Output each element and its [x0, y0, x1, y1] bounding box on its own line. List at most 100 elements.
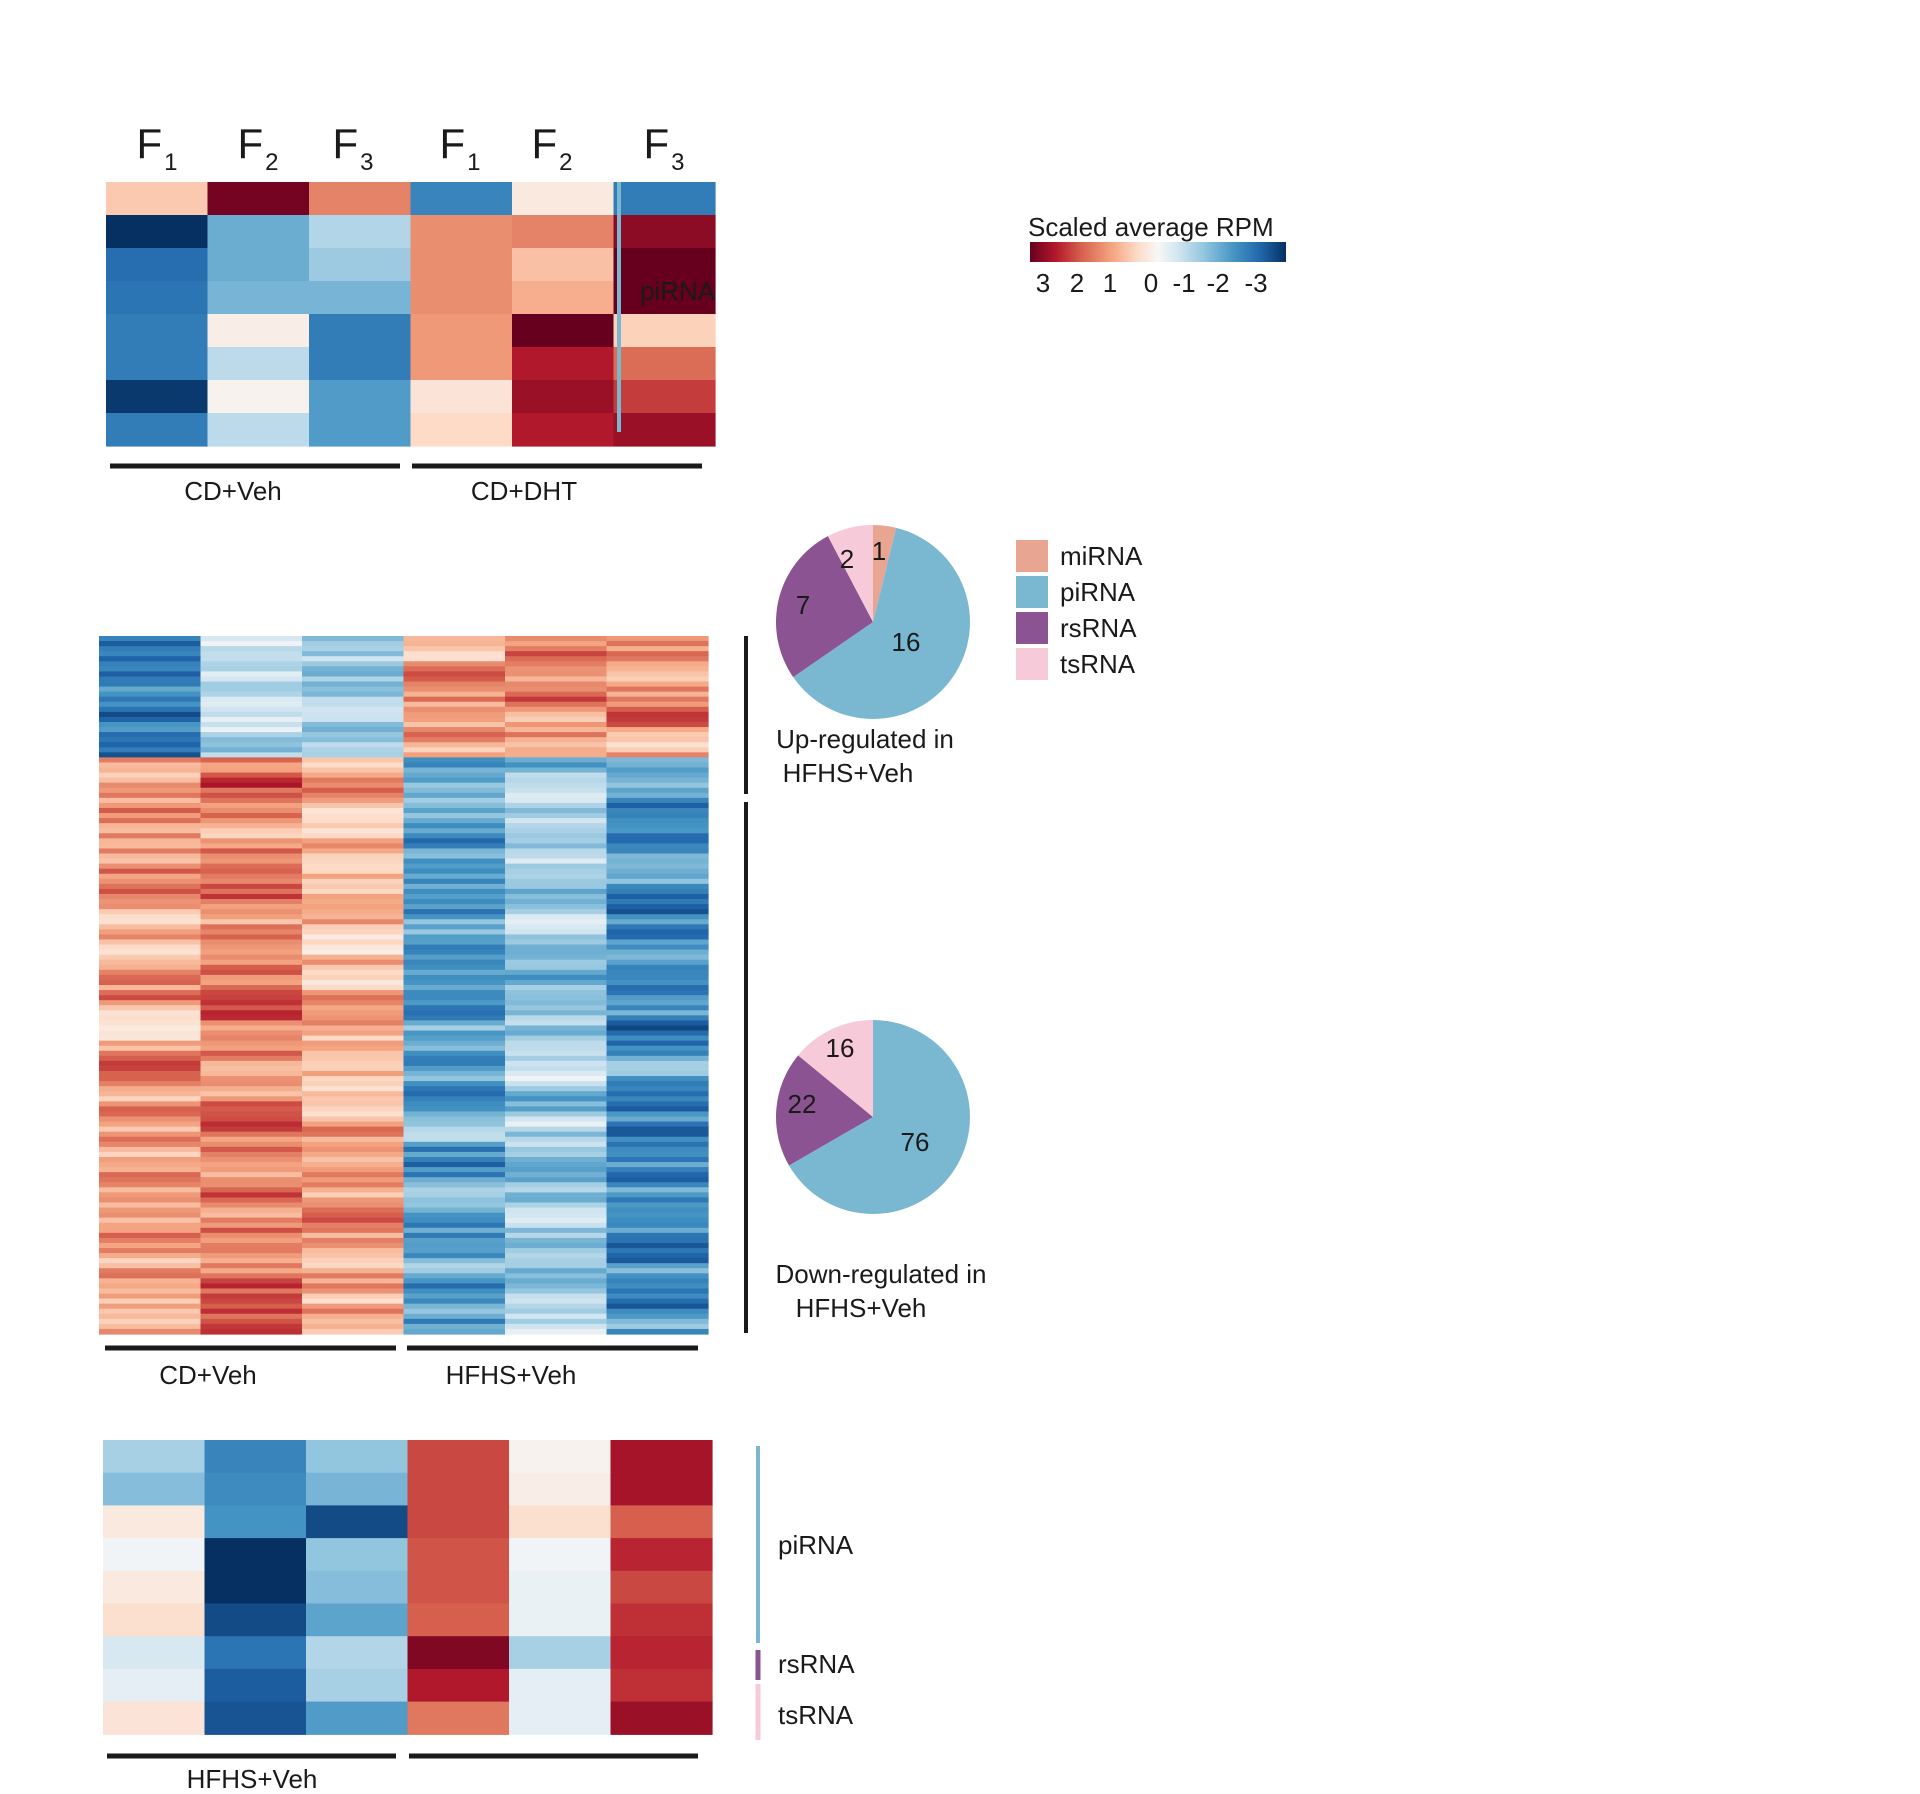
hm2-cluster2-cell-r83-c2	[200, 1172, 303, 1178]
hm2-cluster2-cell-r65-c2	[200, 1081, 303, 1087]
hm2-cluster1-cell-r3-c4	[403, 646, 506, 652]
hm2-cluster2-cell-r111-c3	[302, 1313, 405, 1320]
hm1-cell-r8-c6	[613, 413, 716, 447]
hm2-cluster2-cell-r54-c5	[505, 1025, 608, 1032]
hm3-cell-r8-c6	[610, 1668, 713, 1703]
hm2-cluster1-cell-r13-c4	[403, 696, 506, 703]
hm2-cluster2-cell-r109-c5	[505, 1303, 608, 1310]
hm2-cluster2-cell-r108-c1	[99, 1298, 202, 1305]
hm2-cluster2-cell-r27-c6	[606, 888, 709, 895]
hm2-cluster2-cell-r24-c6	[606, 873, 709, 880]
hm2-cluster2-cell-r16-c1	[99, 833, 202, 839]
hm2-cluster2-cell-r109-c4	[403, 1303, 506, 1310]
hm2-cluster2-cell-r81-c2	[200, 1162, 303, 1168]
hm2-cluster2-cell-r80-c5	[505, 1156, 608, 1163]
hm2-cluster1-cell-r6-c3	[302, 661, 405, 667]
hm2-cluster1-cell-r4-c2	[200, 651, 303, 657]
hm2-cluster1-cell-r23-c5	[505, 747, 608, 753]
hm3-cell-r6-c2	[204, 1603, 307, 1637]
hm2-cluster2-cell-r9-c6	[606, 797, 709, 804]
hm2-cluster1-cell-r21-c2	[200, 737, 303, 743]
hm3-cell-r5-c3	[306, 1570, 409, 1605]
hm2-cluster2-cell-r26-c4	[403, 883, 506, 890]
hm1-cell-r7-c6	[613, 380, 716, 414]
hm2-cluster2-cell-r70-c6	[606, 1106, 709, 1113]
hm2-cluster2-cell-r21-c5	[505, 858, 608, 865]
hm2-cluster2-cell-r33-c6	[606, 919, 709, 925]
hm2-cluster2-cell-r106-c2	[200, 1288, 303, 1295]
hm2-cluster2-cell-r50-c5	[505, 1005, 608, 1011]
hm2-cluster2-cell-r73-c5	[505, 1121, 608, 1128]
hm2-cluster2-cell-r114-c2	[200, 1328, 303, 1335]
hm2-cluster2-cell-r72-c4	[403, 1116, 506, 1123]
hm2-cluster2-cell-r53-c3	[302, 1020, 405, 1027]
hm2-cluster2-cell-r60-c3	[302, 1055, 405, 1062]
pie-down-value-tsrna: 16	[826, 1033, 855, 1063]
hm2-cluster2-cell-r94-c3	[302, 1227, 405, 1234]
hm2-cluster2-cell-r85-c4	[403, 1182, 506, 1188]
hm2-cluster2-cell-r72-c2	[200, 1116, 303, 1123]
hm2-cluster2-cell-r106-c1	[99, 1288, 202, 1295]
hm2-cluster2-cell-r13-c5	[505, 818, 608, 824]
hm2-cluster2-cell-r64-c1	[99, 1076, 202, 1082]
hm2-cluster1-cell-r10-c6	[606, 681, 709, 688]
hm2-cluster2-cell-r7-c1	[99, 787, 202, 794]
hm2-cluster2-cell-r68-c1	[99, 1096, 202, 1102]
hm2-cluster2-cell-r110-c6	[606, 1308, 709, 1315]
hm2-cluster2-cell-r79-c5	[505, 1151, 608, 1158]
scale-tick-3: 1	[1103, 268, 1117, 298]
hm2-cluster2-cell-r14-c3	[302, 823, 405, 829]
hm2-cluster1-cell-r20-c6	[606, 732, 709, 738]
hm2-cluster2-cell-r28-c1	[99, 893, 202, 900]
hm1-cell-r5-c3	[309, 314, 412, 348]
hm2-cluster2-cell-r12-c6	[606, 813, 709, 819]
hm2-cluster2-cell-r29-c1	[99, 899, 202, 905]
hm2-cluster2-cell-r97-c4	[403, 1242, 506, 1249]
hm2-cluster2-cell-r89-c6	[606, 1202, 709, 1209]
hm2-cluster2-cell-r108-c5	[505, 1298, 608, 1305]
group-label-cd-veh-2: CD+Veh	[159, 1360, 257, 1390]
hm2-cluster1-cell-r9-c4	[403, 676, 506, 683]
hm2-cluster2-cell-r54-c1	[99, 1025, 202, 1032]
hm3-cell-r7-c4	[407, 1636, 510, 1670]
hm2-cluster2-cell-r105-c4	[403, 1283, 506, 1290]
hm2-cluster1-cell-r6-c2	[200, 661, 303, 667]
hm2-cluster2-cell-r66-c2	[200, 1086, 303, 1092]
pie-up-slice-pirna	[793, 527, 971, 719]
hm2-cluster2-cell-r78-c3	[302, 1146, 405, 1153]
hm1-cell-r1-c2	[207, 182, 310, 216]
hm2-cluster2-cell-r72-c5	[505, 1116, 608, 1123]
hm2-cluster2-cell-r13-c2	[200, 818, 303, 824]
hm2-cluster2-cell-r59-c6	[606, 1050, 709, 1057]
hm2-cluster2-cell-r93-c2	[200, 1222, 303, 1229]
hm2-cluster2-cell-r99-c6	[606, 1253, 709, 1259]
hm2-cluster2-cell-r87-c4	[403, 1192, 506, 1199]
hm2-cluster2-cell-r94-c4	[403, 1227, 506, 1234]
hm2-cluster2-cell-r113-c5	[505, 1323, 608, 1330]
hm2-cluster2-cell-r80-c3	[302, 1156, 405, 1163]
hm2-cluster1-cell-r4-c4	[403, 651, 506, 657]
scale-legend-title: Scaled average RPM	[1028, 212, 1274, 242]
hm2-cluster1-cell-r17-c6	[606, 716, 709, 723]
hm2-cluster2-cell-r51-c5	[505, 1010, 608, 1016]
hm2-cluster2-cell-r31-c4	[403, 909, 506, 915]
hm2-cluster2-cell-r77-c5	[505, 1141, 608, 1148]
hm2-cluster2-cell-r79-c3	[302, 1151, 405, 1158]
hm2-cluster2-cell-r77-c3	[302, 1141, 405, 1148]
hm2-cluster2-cell-r35-c6	[606, 929, 709, 936]
hm2-cluster1-cell-r5-c3	[302, 656, 405, 662]
hm2-cluster2-cell-r80-c2	[200, 1156, 303, 1163]
hm2-cluster1-cell-r1-c4	[403, 636, 506, 642]
hm2-cluster1-cell-r17-c3	[302, 716, 405, 723]
hm1-cell-r5-c5	[512, 314, 615, 348]
hm2-cluster1-cell-r16-c2	[200, 711, 303, 718]
hm2-cluster2-cell-r71-c1	[99, 1111, 202, 1118]
hm2-cluster1-cell-r10-c3	[302, 681, 405, 688]
hm2-cluster2-cell-r3-c4	[403, 767, 506, 774]
hm3-cell-r9-c4	[407, 1701, 510, 1735]
hm2-cluster2-cell-r16-c6	[606, 833, 709, 839]
hm2-cluster2-cell-r47-c5	[505, 990, 608, 996]
hm2-cluster2-cell-r3-c5	[505, 767, 608, 774]
hm3-cell-r1-c4	[407, 1440, 510, 1474]
hm2-cluster2-cell-r89-c4	[403, 1202, 506, 1209]
